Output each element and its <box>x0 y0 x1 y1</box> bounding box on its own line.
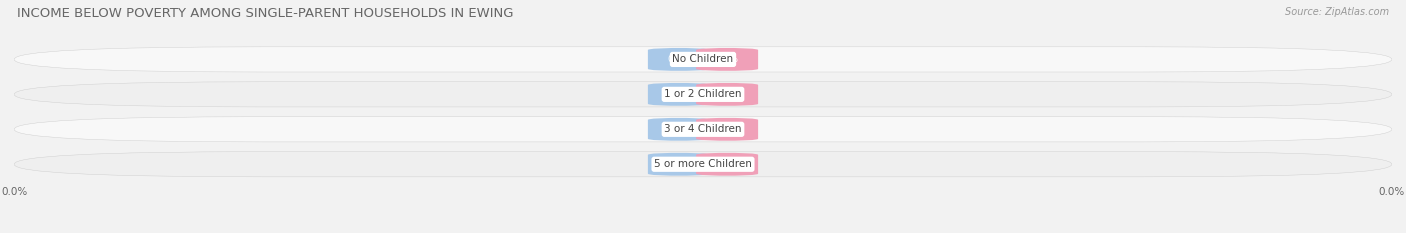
FancyBboxPatch shape <box>14 152 1392 177</box>
FancyBboxPatch shape <box>648 83 710 106</box>
Text: 5 or more Children: 5 or more Children <box>654 159 752 169</box>
Text: 0.0%: 0.0% <box>668 160 690 169</box>
Text: 1 or 2 Children: 1 or 2 Children <box>664 89 742 99</box>
Text: INCOME BELOW POVERTY AMONG SINGLE-PARENT HOUSEHOLDS IN EWING: INCOME BELOW POVERTY AMONG SINGLE-PARENT… <box>17 7 513 20</box>
FancyBboxPatch shape <box>648 48 710 71</box>
Text: No Children: No Children <box>672 55 734 64</box>
FancyBboxPatch shape <box>14 47 1392 72</box>
Text: 0.0%: 0.0% <box>716 90 738 99</box>
Text: 0.0%: 0.0% <box>716 160 738 169</box>
Text: 0.0%: 0.0% <box>668 125 690 134</box>
Text: 0.0%: 0.0% <box>716 55 738 64</box>
FancyBboxPatch shape <box>696 83 758 106</box>
FancyBboxPatch shape <box>696 153 758 176</box>
FancyBboxPatch shape <box>14 117 1392 142</box>
FancyBboxPatch shape <box>648 118 710 141</box>
FancyBboxPatch shape <box>14 82 1392 107</box>
Text: Source: ZipAtlas.com: Source: ZipAtlas.com <box>1285 7 1389 17</box>
FancyBboxPatch shape <box>696 118 758 141</box>
Text: 0.0%: 0.0% <box>668 55 690 64</box>
Text: 3 or 4 Children: 3 or 4 Children <box>664 124 742 134</box>
Text: 0.0%: 0.0% <box>716 125 738 134</box>
Text: 0.0%: 0.0% <box>668 90 690 99</box>
FancyBboxPatch shape <box>696 48 758 71</box>
FancyBboxPatch shape <box>648 153 710 176</box>
